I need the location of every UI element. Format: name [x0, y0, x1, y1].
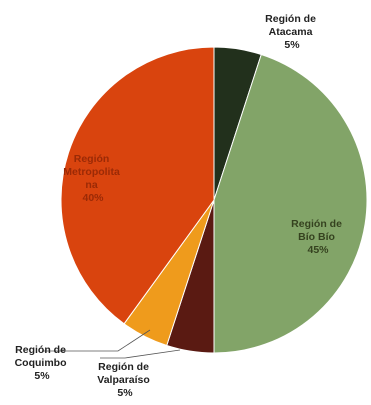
- label-atacama-percent: 5%: [284, 39, 300, 51]
- pie-slices: [60, 46, 368, 354]
- leader-lines: [42, 329, 181, 359]
- label-biobio-line2: Bío Bío: [298, 231, 335, 243]
- label-metropolitana-line3: na: [85, 179, 97, 191]
- label-biobio-percent: 45%: [307, 244, 329, 256]
- label-metropolitana-line1: Región: [74, 153, 110, 165]
- label-valparaiso: Región de Valparaíso 5%: [97, 361, 152, 399]
- label-atacama: Región de Atacama 5%: [265, 13, 319, 51]
- label-metropolitana: Región Metropolita na 40%: [63, 153, 123, 204]
- label-atacama-line1: Región de: [265, 13, 316, 25]
- slice-metropolitana: [60, 46, 215, 325]
- label-coquimbo: Región de Coquimbo 5%: [15, 344, 70, 382]
- label-metropolitana-line2: Metropolita: [63, 166, 120, 178]
- label-biobio: Región de Bío Bío 45%: [291, 218, 345, 256]
- label-coquimbo-line1: Región de: [15, 344, 66, 356]
- label-valparaiso-line2: Valparaíso: [97, 374, 150, 386]
- label-coquimbo-percent: 5%: [34, 370, 50, 382]
- label-coquimbo-line2: Coquimbo: [15, 357, 67, 369]
- leader-line-coquimbo: [42, 329, 151, 352]
- slice-biobio: [213, 53, 368, 354]
- leader-line-valparaiso: [100, 349, 181, 359]
- label-valparaiso-line1: Región de: [98, 361, 149, 373]
- label-metropolitana-percent: 40%: [82, 192, 104, 204]
- label-atacama-line2: Atacama: [269, 26, 313, 38]
- label-valparaiso-percent: 5%: [117, 387, 133, 399]
- label-biobio-line1: Región de: [291, 218, 342, 230]
